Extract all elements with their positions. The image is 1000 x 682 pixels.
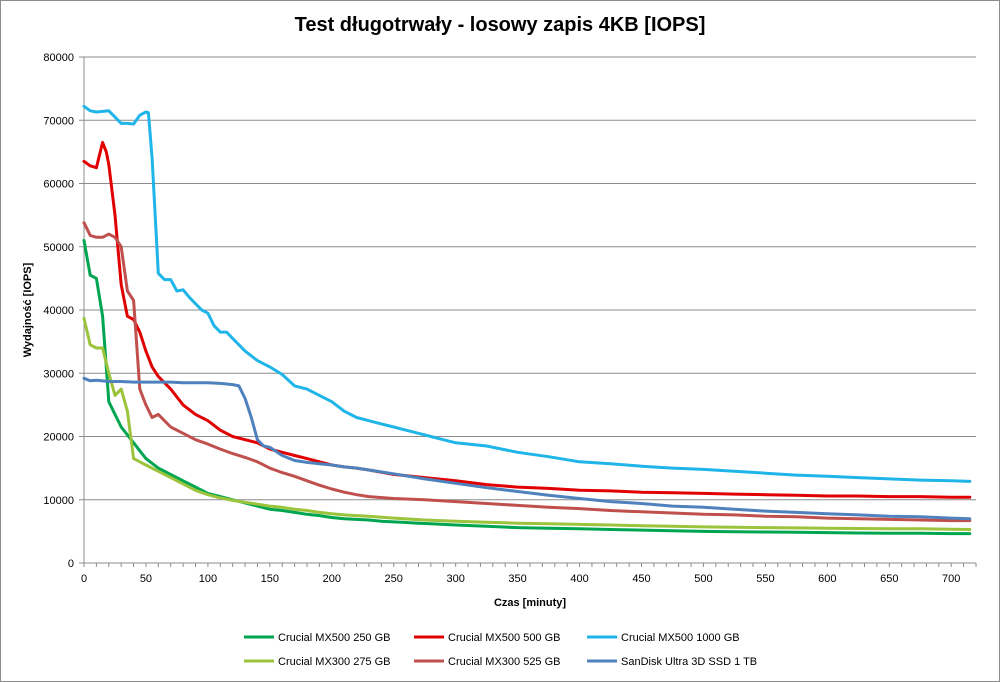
y-tick-label: 30000	[43, 368, 74, 380]
legend-label: Crucial MX300 525 GB	[448, 656, 561, 668]
series-lines	[82, 104, 972, 536]
y-tick-label: 40000	[43, 305, 74, 317]
x-tick-label: 450	[632, 573, 650, 585]
x-tick-label: 350	[508, 573, 526, 585]
x-tick-label: 50	[140, 573, 152, 585]
series-line-6	[82, 376, 972, 521]
x-tick-label: 600	[818, 573, 836, 585]
x-axis-title: Czas [minuty]	[494, 597, 566, 609]
y-tick-label: 70000	[43, 115, 74, 127]
grid-lines	[84, 56, 976, 501]
legend-label: Crucial MX300 275 GB	[278, 656, 391, 668]
x-tick-label: 300	[446, 573, 464, 585]
series-line-4	[82, 316, 972, 531]
chart-title: Test długotrwały - losowy zapis 4KB [IOP…	[294, 14, 706, 36]
legend-label: Crucial MX500 250 GB	[278, 632, 391, 644]
x-tick-label: 0	[81, 573, 87, 585]
series-line-2	[82, 140, 972, 499]
x-tick-label: 250	[385, 573, 403, 585]
y-tick-label: 20000	[43, 432, 74, 444]
x-tick-label: 650	[880, 573, 898, 585]
x-tick-label: 700	[942, 573, 960, 585]
y-axis-title: Wydajność [IOPS]	[22, 262, 34, 357]
y-tick-label: 60000	[43, 179, 74, 191]
series-line-3	[82, 104, 972, 483]
axes: 0 10000 20000 30000 40000 50000 60000 70000 8000…	[43, 52, 977, 585]
y-tick-label: 80000	[43, 52, 74, 64]
legend: Crucial MX500 250 GB Crucial MX500 500 GB…	[244, 632, 757, 668]
legend-label: Crucial MX500 1000 GB	[621, 632, 740, 644]
y-tick-label: 50000	[43, 242, 74, 254]
y-tick-label: 0	[68, 558, 74, 570]
series-line-5	[82, 221, 972, 523]
legend-label: Crucial MX500 500 GB	[448, 632, 561, 644]
legend-label: SanDisk Ultra 3D SSD 1 TB	[621, 656, 757, 668]
x-tick-label: 500	[694, 573, 712, 585]
x-tick-label: 100	[199, 573, 217, 585]
x-tick-label: 550	[756, 573, 774, 585]
y-tick-label: 10000	[43, 495, 74, 507]
x-tick-label: 400	[570, 573, 588, 585]
x-tick-label: 150	[261, 573, 279, 585]
x-tick-label: 200	[323, 573, 341, 585]
series-line-1	[82, 238, 972, 536]
